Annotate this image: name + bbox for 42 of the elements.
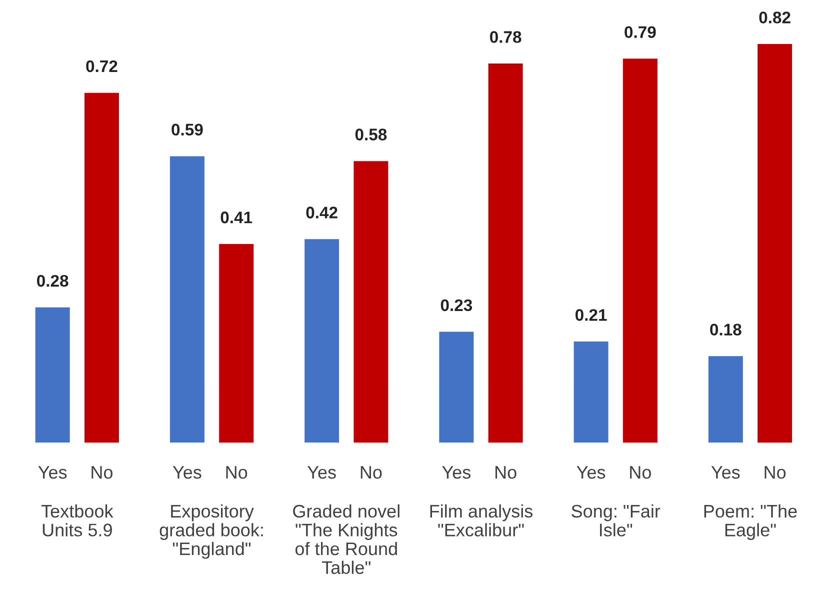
data-label: 0.18 [710, 324, 742, 336]
data-label: 0.41 [220, 212, 252, 224]
bar [622, 57, 659, 444]
text: Yes [576, 466, 606, 479]
x-tick-label: Film analysis "Excalibur" [430, 504, 533, 536]
bar [34, 306, 72, 444]
data-label: 0.79 [624, 26, 656, 38]
x-tick-label: Expository graded book: "England" [160, 504, 263, 559]
data-label: 0.23 [440, 299, 472, 312]
data-label: 0.78 [490, 31, 522, 43]
bar [168, 154, 206, 444]
bar [303, 238, 340, 444]
text: Yes [711, 466, 740, 479]
bar [756, 42, 794, 444]
text: Yes [442, 466, 471, 479]
data-label: 0.28 [37, 274, 68, 287]
data-label: 0.42 [306, 206, 338, 218]
x-tick-label: Poem: "The Eagle" [704, 504, 797, 540]
data-label: 0.82 [759, 12, 790, 24]
series-label: Yes [38, 466, 67, 479]
text: No [226, 466, 248, 479]
data-label: 0.21 [575, 309, 607, 321]
text: No [496, 466, 516, 479]
x-tick-label: Textbook Units 5.9 [41, 504, 114, 536]
series-label: No [92, 466, 112, 479]
data-label: 0.72 [86, 60, 118, 72]
data-label: 0.58 [355, 128, 387, 140]
bar [218, 242, 255, 444]
text: No [360, 466, 382, 479]
text: Yes [307, 466, 336, 479]
bar [438, 330, 476, 444]
text: No [630, 466, 651, 479]
text: Yes [172, 466, 202, 479]
bar [352, 160, 390, 444]
x-tick-label: Song: "Fair Isle" [572, 504, 660, 536]
bar [486, 62, 524, 444]
bar [83, 91, 120, 444]
bar [707, 354, 744, 444]
text: No [764, 466, 786, 479]
bar [572, 340, 610, 444]
data-label: 0.59 [172, 124, 203, 136]
x-tick-label: Graded novel "The Knights of the Round Table" [293, 504, 400, 574]
